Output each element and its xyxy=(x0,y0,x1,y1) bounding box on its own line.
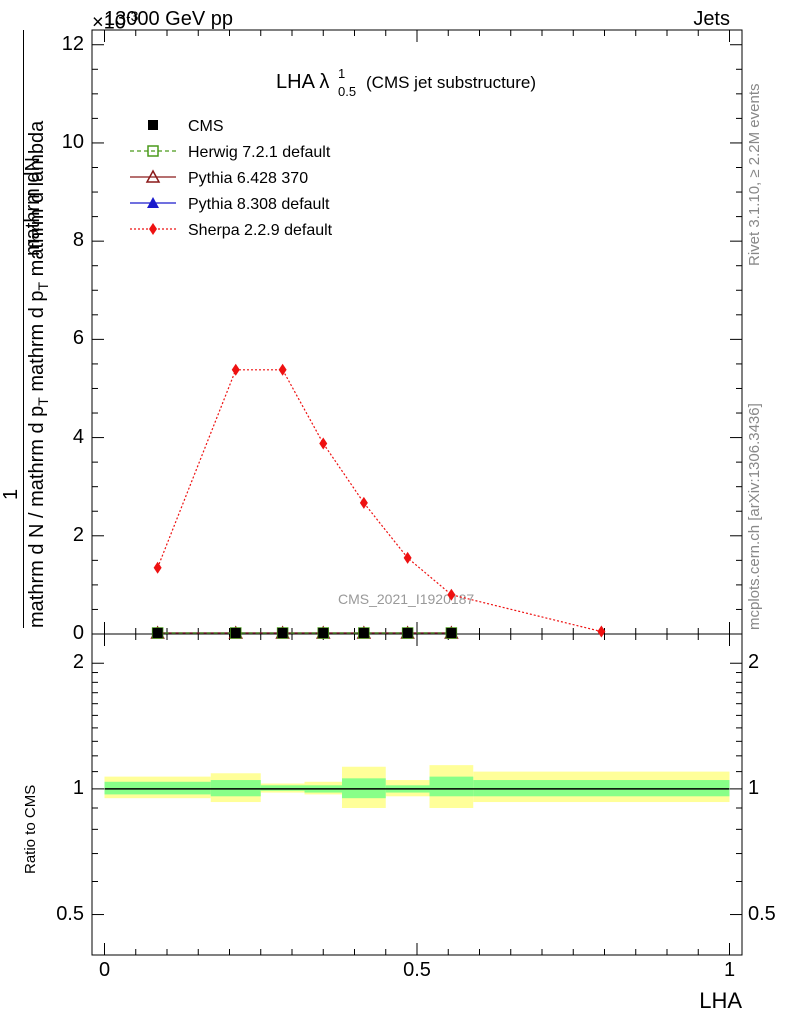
ratio-xtick-label: 1 xyxy=(723,959,736,981)
data-point-sherpa-2-2-9-default xyxy=(231,363,240,376)
data-point-cms xyxy=(318,628,329,639)
data-point-sherpa-2-2-9-default xyxy=(447,588,456,601)
main-ytick-label: 2 xyxy=(72,523,84,546)
legend-label-pythia-6-428-370: Pythia 6.428 370 xyxy=(188,170,308,187)
data-point-cms xyxy=(152,628,163,639)
chart-title-note: (CMS jet substructure) xyxy=(366,73,536,92)
main-ytick-label: 6 xyxy=(72,327,84,350)
data-point-sherpa-2-2-9-default xyxy=(153,561,162,574)
legend-label-cms: CMS xyxy=(188,118,224,135)
legend-marker-cms xyxy=(148,120,158,130)
data-point-sherpa-2-2-9-default xyxy=(597,625,606,638)
ratio-ytick-label-left: 2 xyxy=(72,651,84,674)
analysis-watermark: CMS_2021_I1920187 xyxy=(338,591,474,607)
ratio-ytick-label-left: 0.5 xyxy=(56,902,84,925)
ratio-ytick-label-left: 1 xyxy=(72,776,84,799)
chart-title-subscript: 0.5 xyxy=(338,84,356,99)
main-ytick-label: 4 xyxy=(72,425,84,448)
ratio-xtick-label: 0.5 xyxy=(403,959,431,981)
exponent-label: ×10-3 xyxy=(92,8,139,34)
chart-title-superscript: 1 xyxy=(338,66,345,81)
main-ytick-label: 0 xyxy=(72,622,84,644)
data-point-cms xyxy=(230,628,241,639)
ratio-ytick-label-right: 2 xyxy=(748,651,760,674)
legend-marker-sherpa-2-2-9-default xyxy=(149,223,157,235)
ratio-xtick-label: 0 xyxy=(98,959,111,981)
legend-label-herwig-7-2-1-default: Herwig 7.2.1 default xyxy=(188,144,331,161)
ylabel-fraction-bar xyxy=(23,30,24,628)
legend-label-pythia-8-308-default: Pythia 8.308 default xyxy=(188,196,330,213)
main-ytick-label: 8 xyxy=(72,229,84,252)
x-axis-label: LHA xyxy=(699,988,742,1013)
main-ytick-label: 10 xyxy=(61,130,84,153)
data-point-cms xyxy=(358,628,369,639)
ratio-band-inner-0 xyxy=(104,781,211,795)
data-point-sherpa-2-2-9-default xyxy=(278,363,287,376)
series-line-sherpa-2-2-9-default xyxy=(157,369,602,633)
legend-label-sherpa-2-2-9-default: Sherpa 2.2.9 default xyxy=(188,222,333,239)
ratio-band-inner-2 xyxy=(260,785,305,791)
legend-marker-pythia-6-428-370 xyxy=(145,169,161,183)
ratio-ytick-label-right: 0.5 xyxy=(748,902,776,925)
category-label: Jets xyxy=(693,8,730,30)
main-ytick-label: 12 xyxy=(61,32,84,55)
ratio-band-inner-6 xyxy=(429,776,474,797)
data-point-sherpa-2-2-9-default xyxy=(359,496,368,509)
ratio-ytick-label-right: 1 xyxy=(748,776,760,799)
chart-title: LHA λ xyxy=(276,71,329,93)
data-point-sherpa-2-2-9-default xyxy=(403,551,412,564)
data-point-cms xyxy=(277,628,288,639)
data-point-cms xyxy=(446,628,457,639)
data-point-sherpa-2-2-9-default xyxy=(319,437,328,450)
legend-marker-herwig-7-2-1-default xyxy=(147,145,159,157)
legend-marker-pythia-8-308-default xyxy=(147,197,159,208)
energy-label: 13000 GeV pp xyxy=(104,8,233,30)
data-point-cms xyxy=(402,628,413,639)
